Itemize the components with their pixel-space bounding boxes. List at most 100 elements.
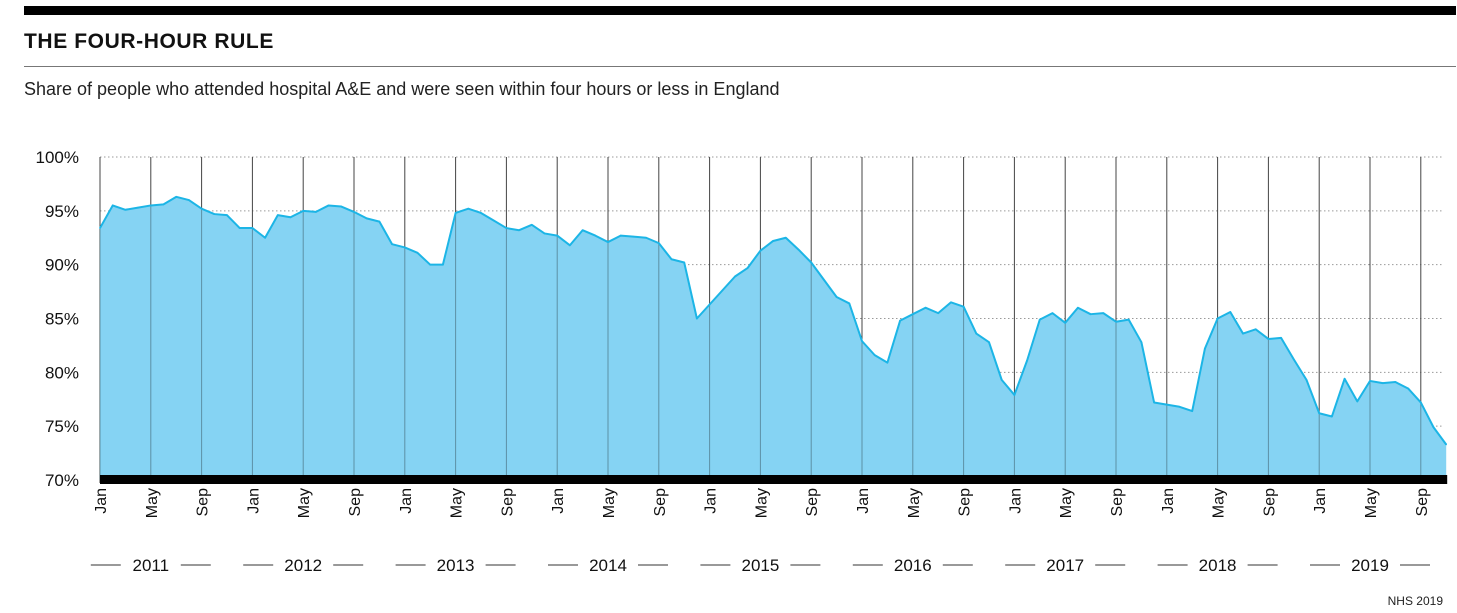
area-fill: [100, 196, 1447, 480]
data-point: [150, 204, 152, 207]
x-tick-label: May: [753, 488, 770, 518]
data-point: [1331, 415, 1333, 418]
data-point: [1229, 311, 1232, 313]
top-rule: [24, 6, 1456, 15]
data-point: [505, 227, 508, 229]
x-axis-labels: Jan May Sep Jan May Sep Jan May Sep Jan May Sep Jan M…: [93, 488, 1431, 518]
y-tick-label: 95%: [45, 202, 79, 221]
x-tick-label: Jan: [703, 488, 720, 514]
data-point: [531, 224, 533, 226]
x-tick-label: Sep: [1109, 488, 1126, 517]
data-point: [137, 206, 139, 209]
data-point: [950, 301, 952, 304]
y-tick-label: 80%: [45, 363, 79, 382]
data-point: [213, 213, 216, 215]
data-point: [200, 207, 203, 210]
data-point: [861, 340, 863, 342]
data-point: [1140, 341, 1143, 343]
data-point: [696, 317, 698, 320]
data-point: [1102, 312, 1105, 314]
data-point: [340, 205, 343, 208]
y-axis-labels: 70% 75% 80% 85% 90% 95% 100%: [36, 148, 79, 490]
data-point: [1394, 381, 1397, 383]
year-labels: 2011 2012 2013 2014 2015 2016 2017 2018 2019: [90, 556, 1430, 575]
x-tick-label: Sep: [347, 488, 364, 517]
data-point: [416, 252, 419, 254]
x-tick-label: Sep: [804, 488, 821, 517]
baseline-bar: [100, 475, 1448, 484]
data-point: [810, 261, 812, 264]
data-point: [759, 249, 762, 252]
x-tick-label: May: [296, 488, 313, 518]
data-point: [937, 312, 939, 314]
data-point: [1254, 328, 1257, 331]
y-tick-label: 75%: [45, 417, 79, 436]
data-point: [251, 227, 254, 229]
data-point: [594, 234, 597, 237]
data-point: [1178, 405, 1181, 408]
year-label: 2019: [1351, 556, 1389, 575]
data-point: [734, 275, 736, 278]
data-point: [238, 227, 241, 229]
x-tick-label: Sep: [195, 488, 212, 517]
chart-subtitle: Share of people who attended hospital A&…: [24, 79, 780, 99]
data-point: [162, 203, 165, 206]
data-point: [962, 305, 965, 308]
data-point: [1064, 322, 1066, 324]
data-point: [1204, 347, 1206, 350]
data-point: [226, 214, 228, 216]
data-point: [632, 235, 635, 238]
data-point: [1089, 313, 1092, 315]
data-point: [772, 240, 774, 242]
data-point: [645, 236, 647, 239]
x-tick-label: May: [1363, 488, 1380, 518]
data-point: [442, 263, 444, 266]
data-point: [1039, 318, 1041, 321]
y-tick-label: 70%: [45, 471, 79, 490]
data-point: [1216, 317, 1219, 320]
data-point: [1280, 337, 1282, 339]
data-point: [1445, 443, 1447, 446]
data-point: [1191, 410, 1193, 412]
x-tick-label: Sep: [652, 488, 669, 517]
year-label: 2013: [437, 556, 475, 575]
data-point: [188, 199, 190, 201]
data-point: [454, 212, 457, 214]
title-rule: [24, 66, 1456, 67]
data-point: [175, 196, 177, 198]
data-point: [124, 208, 127, 211]
data-point: [1153, 401, 1155, 404]
data-point: [1318, 412, 1320, 415]
data-point: [581, 229, 584, 232]
data-point: [886, 361, 889, 364]
data-point: [111, 204, 114, 207]
data-point: [658, 242, 660, 244]
data-point: [264, 236, 266, 239]
y-tick-label: 100%: [36, 148, 79, 167]
data-point: [365, 217, 368, 220]
data-point: [1242, 332, 1244, 335]
data-point: [607, 241, 609, 243]
x-tick-label: Sep: [499, 488, 516, 517]
x-tick-label: Jan: [855, 488, 872, 514]
x-tick-label: Jan: [550, 488, 567, 514]
data-point: [289, 216, 292, 219]
x-tick-label: Sep: [1261, 488, 1278, 517]
x-tick-label: Sep: [1414, 488, 1431, 517]
x-tick-label: Jan: [398, 488, 415, 514]
data-point: [1115, 320, 1117, 323]
y-tick-label: 85%: [45, 310, 79, 329]
y-tick-label: 90%: [45, 256, 79, 275]
x-tick-label: Jan: [1312, 488, 1329, 514]
data-point: [99, 227, 101, 229]
data-point: [480, 212, 482, 214]
x-tick-label: May: [144, 488, 161, 518]
data-point: [404, 246, 406, 249]
data-point: [302, 210, 305, 212]
data-point: [1051, 312, 1054, 314]
x-tick-label: May: [449, 488, 466, 518]
data-point: [746, 267, 749, 269]
area-layer: [99, 195, 1448, 480]
data-point: [835, 296, 838, 298]
